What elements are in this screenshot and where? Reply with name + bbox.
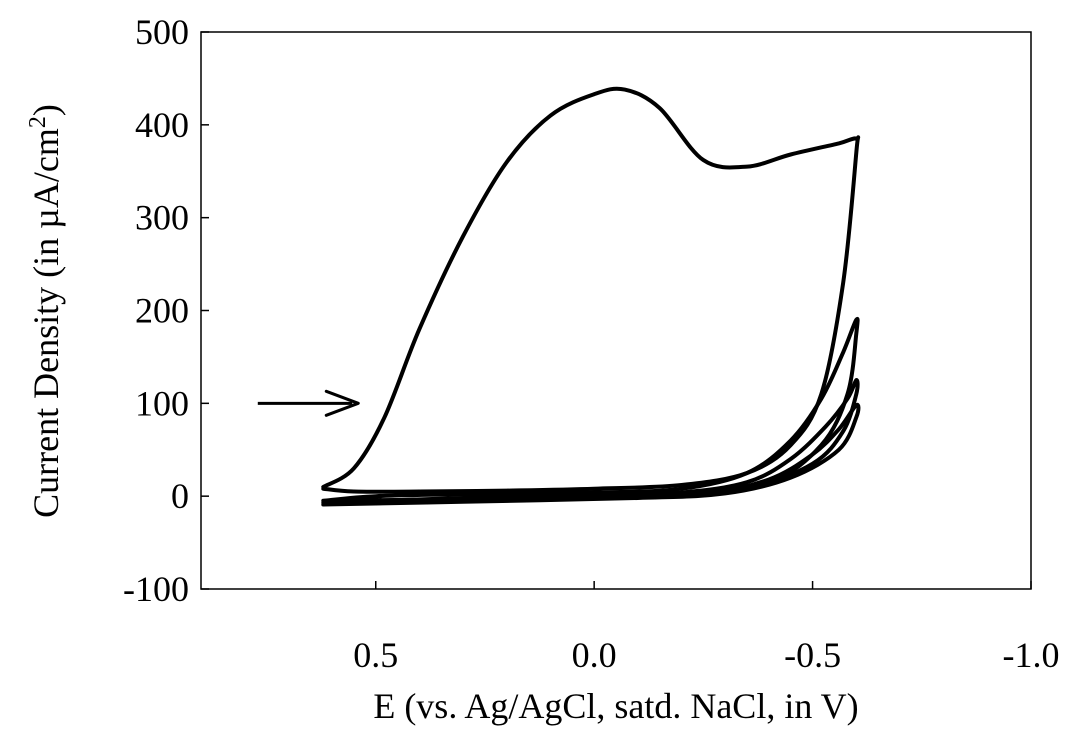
y-axis-title-superscript: 2 [25, 116, 51, 128]
x-tick-label: 0.5 [353, 635, 398, 675]
y-tick-label: 0 [171, 476, 189, 516]
y-tick-label: 500 [135, 12, 189, 52]
x-axis-title: E (vs. Ag/AgCl, satd. NaCl, in V) [373, 686, 858, 726]
cv-cycle-2 [321, 316, 860, 503]
arrow-head [324, 389, 360, 417]
y-tick-label: 100 [135, 383, 189, 423]
y-axis-title-prefix: Current Density (in µA/cm [26, 128, 66, 518]
y-tick-label: 200 [135, 291, 189, 331]
series-group [321, 86, 861, 507]
axis-tick-labels: -100 0 100 200 300 400 500 0.5 0.0 -0.5 -1.0 [123, 12, 1060, 675]
y-tick-label: 300 [135, 198, 189, 238]
x-tick-label: 0.0 [572, 635, 617, 675]
y-axis-title-suffix: ) [26, 104, 66, 116]
cv-cycle-4 [321, 402, 861, 507]
annotation-group [257, 389, 360, 417]
axis-ticks [201, 31, 1032, 590]
y-tick-label: 400 [135, 105, 189, 145]
y-axis-title: Current Density (in µA/cm2) [25, 104, 66, 518]
x-tick-label: -0.5 [784, 635, 841, 675]
cv-cycle-1 [321, 86, 861, 494]
y-tick-label: -100 [123, 569, 189, 609]
x-tick-label: -1.0 [1003, 635, 1060, 675]
